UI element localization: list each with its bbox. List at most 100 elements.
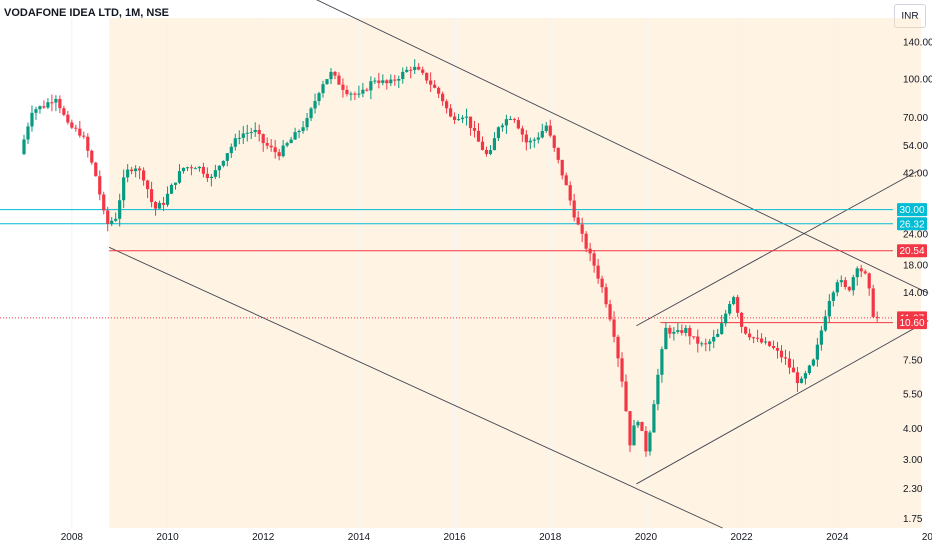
candle-body xyxy=(22,139,26,155)
candle xyxy=(504,114,509,134)
candle-body xyxy=(520,128,524,135)
candle xyxy=(508,116,512,121)
candle xyxy=(700,341,704,347)
candle-body xyxy=(847,287,851,291)
candle-body xyxy=(145,180,150,190)
candle xyxy=(536,132,540,144)
candle xyxy=(771,340,776,350)
level-tag-bg xyxy=(897,203,927,217)
candle-body xyxy=(205,173,209,179)
candle-body xyxy=(269,145,273,148)
falling-upper-line xyxy=(316,0,929,294)
candle xyxy=(66,110,70,125)
candle-body xyxy=(843,280,847,288)
candle xyxy=(744,326,748,336)
candle xyxy=(445,99,449,114)
candle-body xyxy=(353,93,357,95)
candle xyxy=(441,91,445,106)
level-tag-20.54: 20.54 xyxy=(897,244,927,258)
candle xyxy=(476,123,481,142)
candle xyxy=(588,242,592,262)
candle-body xyxy=(233,138,237,147)
candle-body xyxy=(536,137,540,140)
candle-body xyxy=(823,316,827,331)
candle-body xyxy=(492,138,497,151)
candle-body xyxy=(552,135,556,148)
candle xyxy=(660,346,664,383)
candle xyxy=(843,277,847,290)
x-tick-label: 2022 xyxy=(731,532,754,543)
candle-body xyxy=(504,119,509,126)
candle-body xyxy=(704,343,708,345)
candle-body xyxy=(803,373,808,379)
candle-body xyxy=(213,170,217,177)
candle-body xyxy=(680,330,684,333)
candle-body xyxy=(221,160,225,166)
chart-title: VODAFONE IDEA LTD, 1M, NSE xyxy=(4,7,170,19)
candle xyxy=(556,147,560,164)
candle xyxy=(600,275,604,293)
candle-body xyxy=(616,336,620,359)
candle xyxy=(791,359,796,373)
candle-body xyxy=(345,89,349,95)
candle-body xyxy=(580,224,584,234)
candle xyxy=(429,72,433,93)
candle xyxy=(799,376,804,384)
currency-button[interactable]: INR xyxy=(894,4,926,28)
candle-body xyxy=(875,316,879,319)
candle-body xyxy=(237,137,241,139)
candle-body xyxy=(429,80,433,85)
candle xyxy=(305,112,309,131)
candle xyxy=(134,165,138,178)
candle xyxy=(751,336,756,344)
candle xyxy=(293,127,297,140)
candle xyxy=(779,345,784,363)
candle-body xyxy=(751,337,756,339)
candle xyxy=(608,299,612,322)
candle xyxy=(640,421,644,432)
candle-body xyxy=(34,109,38,113)
candle xyxy=(405,66,409,73)
candle-body xyxy=(46,102,50,108)
candle xyxy=(863,269,867,275)
candle-body xyxy=(289,139,293,144)
candle xyxy=(34,106,38,120)
candle-body xyxy=(564,175,568,186)
candle xyxy=(712,329,716,349)
candle-body xyxy=(285,143,289,146)
candle xyxy=(353,91,357,101)
candle-body xyxy=(608,304,612,320)
candle xyxy=(568,181,572,206)
candle xyxy=(118,193,122,227)
candle xyxy=(361,82,365,98)
candle-body xyxy=(157,202,162,209)
candle xyxy=(50,94,54,112)
y-tick-label: 100.00 xyxy=(903,74,932,85)
candle-body xyxy=(169,184,174,194)
candle xyxy=(520,125,524,142)
level-tag-label: 30.00 xyxy=(899,205,924,216)
candle xyxy=(787,351,792,375)
candle-body xyxy=(572,200,576,218)
candle xyxy=(349,91,353,101)
channel-fill-area xyxy=(109,18,922,528)
candle xyxy=(755,329,760,343)
candle xyxy=(564,172,568,186)
candle-body xyxy=(305,118,309,128)
candle xyxy=(253,122,257,137)
candle xyxy=(377,72,381,89)
candle xyxy=(317,91,321,106)
candle xyxy=(736,294,740,318)
y-axis: 140.00 100.00 70.00 54.00 42.00 24.00 18.00 14.… xyxy=(903,38,932,525)
candle xyxy=(70,119,74,130)
candle-body xyxy=(851,277,855,291)
level-tag-label: 10.60 xyxy=(899,318,924,329)
candle-body xyxy=(385,80,389,84)
candle xyxy=(237,130,241,145)
candle xyxy=(393,74,397,86)
candle-body xyxy=(357,93,361,95)
candle xyxy=(580,217,584,243)
candle-body xyxy=(839,280,843,283)
candle xyxy=(225,152,229,167)
